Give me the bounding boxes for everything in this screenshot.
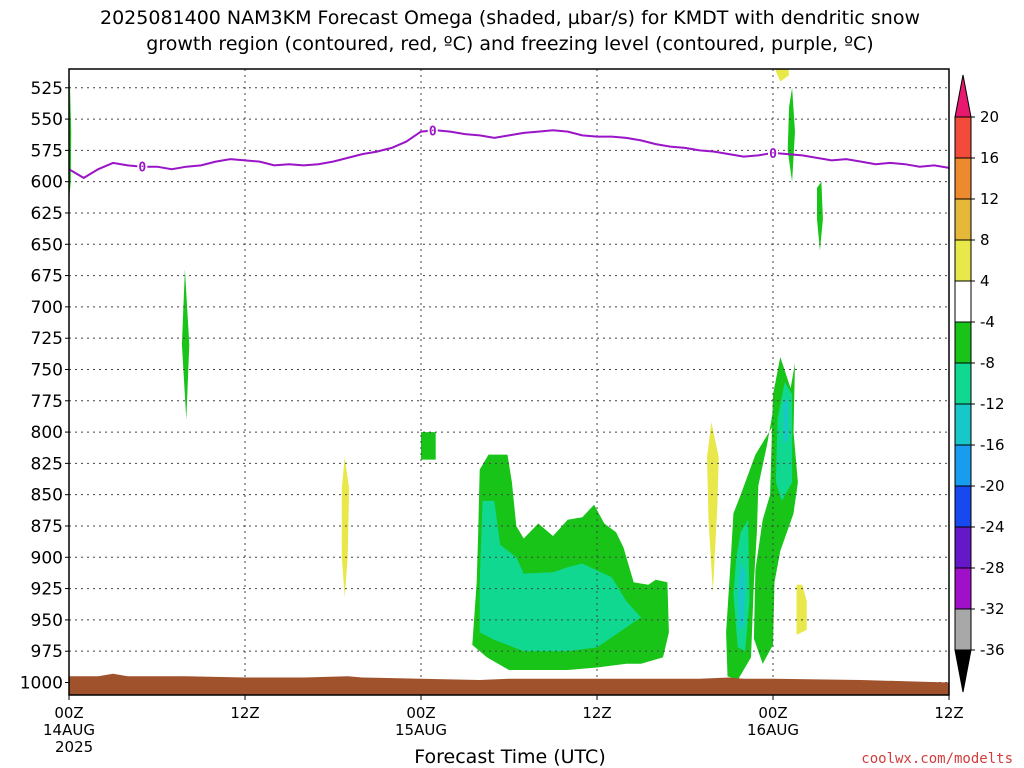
y-tick-label: 925 (31, 580, 63, 600)
chart-title-line1: 2025081400 NAM3KM Forecast Omega (shaded… (100, 7, 920, 29)
x-tick-label: 12Z (934, 704, 963, 722)
colorbar-label: -32 (980, 600, 1005, 618)
colorbar-segment (954, 239, 972, 282)
y-tick-label: 775 (31, 392, 63, 412)
freezing-level-label: 0 (769, 147, 777, 162)
y-tick-label: 750 (31, 360, 63, 380)
y-tick-label: 950 (31, 611, 63, 631)
freezing-label-bg (768, 144, 778, 161)
colorbar: 20 16 12 8 4 -4 -8 -12 -16 -20 -24 -28 -32 -36 (954, 74, 1005, 693)
terrain-layer (69, 673, 949, 695)
colorbar-label: 8 (980, 231, 990, 249)
colorbar-bottom-triangle (954, 649, 972, 693)
y-tick-label: 550 (31, 110, 63, 130)
freezing-level-line (69, 129, 949, 180)
freezing-label-bg (427, 122, 438, 139)
colorbar-segment (954, 157, 972, 200)
chart-title-line2: growth region (contoured, red, ºC) and f… (146, 33, 873, 55)
terrain-fill (69, 673, 949, 695)
colorbar-segment (954, 321, 972, 364)
colorbar-segment (954, 444, 972, 487)
colorbar-label: 16 (980, 149, 999, 167)
y-tick-label: 575 (31, 141, 63, 161)
colorbar-label: -28 (980, 559, 1005, 577)
colorbar-label: -20 (980, 477, 1005, 495)
freezing-level-label: 0 (138, 161, 146, 176)
y-tick-label: 900 (31, 548, 63, 568)
credit-text: coolwx.com/modelts (861, 751, 1013, 767)
colorbar-label: -24 (980, 518, 1005, 536)
y-tick-label: 825 (31, 454, 63, 474)
y-tick-label: 600 (31, 173, 63, 193)
x-tick-date-label: 15AUG (395, 721, 447, 739)
x-tick-label: 00Z (54, 704, 83, 722)
freezing-level-label: 0 (429, 125, 437, 140)
omega-region-0 (69, 75, 72, 197)
colorbar-segment (954, 116, 972, 159)
colorbar-segment (954, 608, 972, 651)
colorbar-segment (954, 526, 972, 569)
omega-region-16 (796, 584, 807, 635)
freezing-level-layer: 0 0 0 (69, 122, 949, 180)
y-tick-label: 525 (31, 79, 63, 99)
x-tick-date-label: 16AUG (747, 721, 799, 739)
colorbar-label: -8 (980, 354, 995, 372)
x-axis-label: Forecast Time (UTC) (414, 746, 605, 768)
colorbar-segment (954, 485, 972, 528)
omega-region-13 (341, 457, 350, 598)
y-tick-label: 700 (31, 298, 63, 318)
colorbar-segment (954, 280, 972, 323)
omega-region-4 (479, 500, 641, 652)
omega-region-15 (775, 69, 790, 82)
colorbar-label: 12 (980, 190, 999, 208)
plot-area: 0 0 0 (68, 68, 950, 696)
colorbar-label: 4 (980, 272, 990, 290)
omega-region-1 (181, 269, 190, 420)
colorbar-segment (954, 567, 972, 610)
y-tick-label: 625 (31, 204, 63, 224)
omega-shading-layer (69, 69, 823, 680)
y-tick-label: 875 (31, 517, 63, 537)
y-axis-ticks: 525 550 575 600 625 650 675 700 725 750 775 800 825 8… (20, 79, 69, 693)
colorbar-segment (954, 362, 972, 405)
colorbar-top-triangle (954, 74, 972, 118)
x-tick-label: 00Z (758, 704, 787, 722)
y-tick-label: 800 (31, 423, 63, 443)
x-tick-date-label: 14AUG (43, 721, 95, 739)
x-tick-label: 12Z (230, 704, 259, 722)
x-tick-year-label: 2025 (55, 738, 93, 756)
y-tick-label: 850 (31, 486, 63, 506)
omega-region-12 (817, 181, 823, 251)
omega-region-7 (737, 563, 746, 630)
colorbar-segment (954, 403, 972, 446)
x-tick-label: 12Z (582, 704, 611, 722)
y-tick-label: 650 (31, 235, 63, 255)
y-tick-label: 725 (31, 329, 63, 349)
omega-region-14 (707, 422, 719, 593)
y-tick-label: 975 (31, 642, 63, 662)
omega-region-11 (787, 87, 795, 182)
colorbar-label: -4 (980, 313, 995, 331)
colorbar-label: -36 (980, 641, 1005, 659)
freezing-label-bg (137, 158, 148, 175)
omega-region-2 (421, 432, 436, 460)
y-tick-label: 675 (31, 267, 63, 287)
y-tick-label: 1000 (20, 673, 63, 693)
colorbar-segment (954, 198, 972, 241)
colorbar-label: -12 (980, 395, 1005, 413)
colorbar-label: 20 (980, 108, 999, 126)
omega-region-10 (783, 397, 788, 445)
plot-frame (68, 68, 950, 696)
colorbar-label: -16 (980, 436, 1005, 454)
x-tick-label: 00Z (406, 704, 435, 722)
